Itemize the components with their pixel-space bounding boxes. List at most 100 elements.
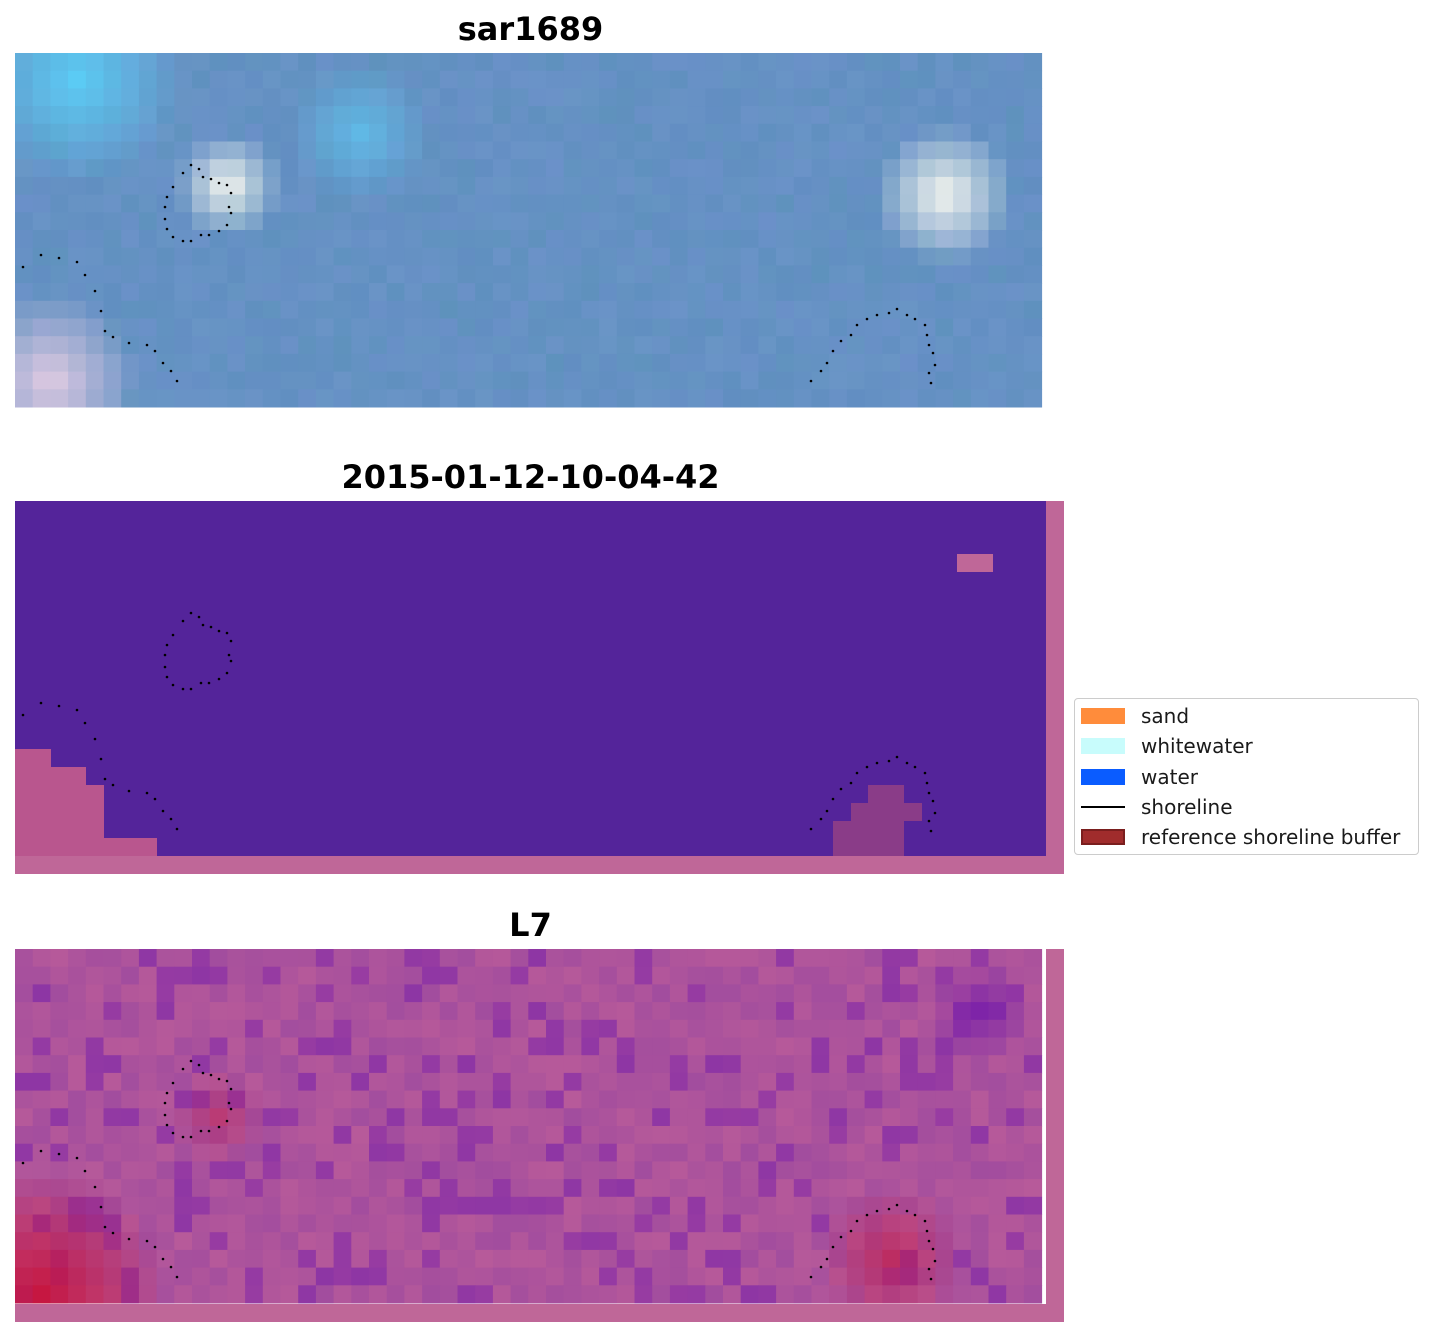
image-pixel (510, 1285, 529, 1304)
image-pixel (634, 123, 653, 142)
image-pixel (121, 1072, 140, 1092)
reference-buffer-patch (833, 821, 904, 856)
image-pixel (616, 1214, 635, 1233)
image-pixel (192, 318, 211, 337)
image-pixel (68, 53, 87, 72)
shoreline-dot (209, 1073, 213, 1077)
image-pixel (528, 1196, 547, 1215)
image-pixel (776, 194, 795, 213)
image-pixel (652, 1161, 671, 1180)
image-pixel (15, 123, 34, 142)
image-pixel (599, 1214, 618, 1233)
image-pixel (740, 1267, 759, 1286)
image-pixel (262, 1055, 281, 1074)
image-pixel (900, 1002, 919, 1021)
image-pixel (50, 1019, 69, 1038)
image-pixel (563, 1232, 582, 1251)
image-pixel (988, 1002, 1007, 1021)
image-pixel (882, 1285, 901, 1304)
image-pixel (138, 1019, 158, 1038)
image-pixel (227, 1249, 246, 1269)
image-pixel (705, 984, 724, 1003)
image-pixel (829, 1196, 848, 1215)
image-pixel (121, 1285, 140, 1304)
shoreline-dot (905, 1209, 909, 1213)
image-pixel (935, 318, 954, 337)
image-pixel (882, 1108, 901, 1127)
image-pixel (882, 949, 901, 968)
image-pixel (103, 212, 122, 231)
image-pixel (687, 1108, 706, 1127)
image-pixel (687, 1126, 706, 1145)
image-pixel (882, 194, 901, 213)
image-pixel (103, 1143, 122, 1162)
shoreline-dot (39, 1149, 43, 1153)
image-pixel (546, 123, 565, 142)
shoreline-dot (145, 791, 149, 795)
image-pixel (616, 353, 635, 373)
image-pixel (599, 123, 618, 142)
image-pixel (209, 123, 228, 142)
image-pixel (15, 1037, 34, 1056)
image-pixel (970, 123, 989, 142)
image-pixel (953, 1126, 972, 1145)
image-pixel (280, 389, 299, 408)
image-pixel (333, 949, 352, 968)
image-pixel (988, 230, 1007, 249)
image-pixel (705, 159, 724, 178)
image-pixel (900, 212, 919, 231)
image-pixel (864, 966, 883, 985)
image-pixel (669, 318, 689, 337)
shoreline-dot (887, 1207, 891, 1211)
image-pixel (740, 1126, 759, 1145)
image-pixel (705, 1285, 724, 1304)
legend-item-shoreline: shoreline (1081, 795, 1233, 819)
image-pixel (546, 1161, 565, 1180)
image-pixel (68, 1055, 87, 1074)
image-pixel (492, 318, 512, 337)
image-pixel (32, 1037, 51, 1056)
image-pixel (315, 265, 335, 284)
image-pixel (492, 106, 512, 125)
image-pixel (935, 88, 954, 107)
image-pixel (68, 1214, 87, 1233)
image-pixel (262, 194, 281, 213)
image-pixel (298, 230, 317, 249)
shoreline-dot (39, 701, 43, 705)
image-pixel (32, 1214, 51, 1233)
image-pixel (1006, 336, 1025, 355)
image-pixel (333, 1249, 352, 1269)
image-pixel (829, 949, 848, 968)
image-pixel (546, 1232, 565, 1251)
image-pixel (439, 283, 458, 302)
image-pixel (298, 159, 317, 178)
reference-buffer-patch (851, 803, 922, 821)
image-pixel (864, 247, 883, 266)
image-pixel (1006, 1055, 1025, 1074)
image-pixel (528, 1090, 547, 1109)
image-pixel (422, 1002, 441, 1021)
image-pixel (351, 88, 370, 107)
image-pixel (510, 949, 529, 968)
image-pixel (723, 1055, 742, 1074)
image-pixel (652, 283, 671, 302)
image-pixel (209, 1214, 228, 1233)
shoreline-dot (849, 333, 853, 337)
image-pixel (528, 984, 547, 1003)
image-pixel (245, 265, 264, 284)
image-pixel (616, 371, 635, 390)
image-pixel (793, 106, 812, 125)
image-pixel (953, 106, 972, 125)
shoreline-dot (933, 1259, 937, 1263)
image-pixel (32, 88, 51, 107)
image-pixel (581, 1090, 600, 1109)
image-pixel (581, 212, 600, 231)
image-pixel (138, 300, 158, 319)
image-pixel (970, 1285, 989, 1304)
image-pixel (457, 1108, 476, 1127)
image-pixel (315, 1108, 335, 1127)
image-pixel (634, 1161, 653, 1180)
image-pixel (209, 1232, 228, 1251)
image-pixel (209, 1090, 228, 1109)
image-pixel (245, 1196, 264, 1215)
